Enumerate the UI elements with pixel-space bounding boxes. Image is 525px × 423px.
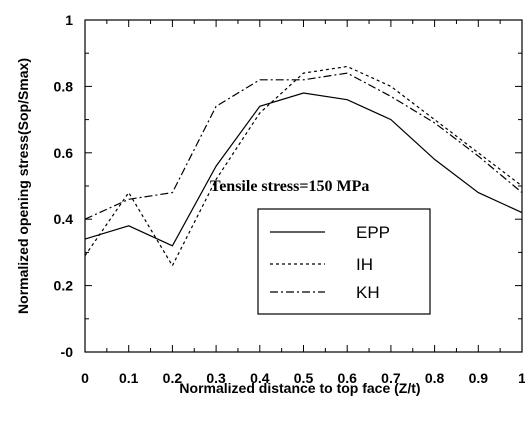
axis-ticks	[84, 19, 523, 353]
x-axis-title: Normalized distance to top face (Z/t)	[179, 380, 420, 396]
y-tick-label: 0.2	[54, 278, 74, 294]
x-tick-label: 0	[81, 370, 89, 386]
series-line-epp	[84, 92, 523, 247]
legend-label-kh: KH	[356, 283, 380, 302]
y-tick-labels: -0 0.2 0.4 0.6 0.8 1	[54, 12, 74, 360]
x-tick-label: 0.7	[381, 370, 401, 386]
series-lines	[84, 65, 523, 267]
x-tick-label: 0.8	[425, 370, 445, 386]
y-tick-label: 0.4	[54, 211, 74, 227]
series-line-kh	[84, 72, 523, 220]
x-tick-label: 0.2	[163, 370, 183, 386]
x-tick-label: 0.1	[119, 370, 139, 386]
y-tick-label: 0.8	[54, 78, 74, 94]
annotation-text: Tensile stress=150 MPa	[210, 178, 369, 195]
x-tick-label: 1	[518, 370, 525, 386]
x-tick-label: 0.5	[294, 370, 314, 386]
legend-label-epp: EPP	[356, 223, 390, 242]
y-axis-title: Normalized opening stress(Sop/Smax)	[15, 58, 31, 314]
x-tick-labels: 0 0.1 0.2 0.3 0.4 0.5 0.6 0.7 0.8 0.9 1	[81, 370, 525, 386]
x-tick-label: 0.9	[469, 370, 489, 386]
y-tick-label: -0	[61, 344, 74, 360]
x-tick-label: 0.3	[206, 370, 226, 386]
y-tick-label: 0.6	[54, 145, 74, 161]
legend-box	[257, 208, 431, 315]
series-line-ih	[84, 65, 523, 267]
y-tick-label: 1	[65, 12, 73, 28]
x-tick-label: 0.4	[250, 370, 270, 386]
legend-label-ih: IH	[356, 255, 373, 274]
legend: EPP IH KH	[257, 208, 431, 315]
x-tick-label: 0.6	[337, 370, 357, 386]
